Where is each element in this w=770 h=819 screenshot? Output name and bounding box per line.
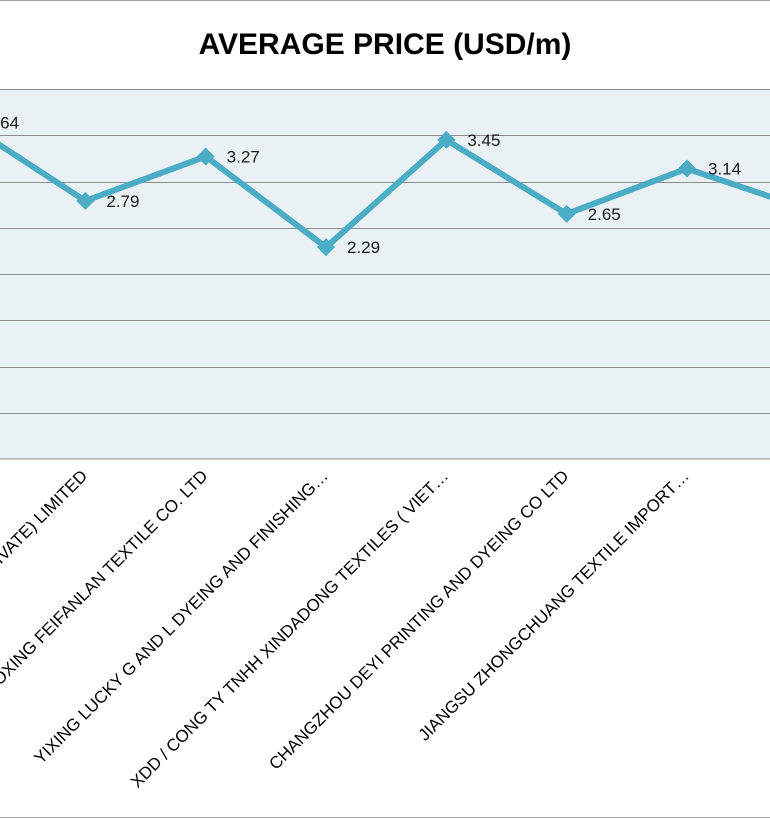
data-label: 3.45 xyxy=(467,131,500,150)
data-point-marker xyxy=(196,147,215,166)
x-tick-label: SHAOXING FEIFANLAN TEXTILE CO. LTD xyxy=(0,466,211,713)
data-labels: 3.64 2.79 3.27 2.29 3.45 2.65 3.14 xyxy=(0,113,741,257)
data-label: 3.14 xyxy=(708,160,741,179)
x-tick-labels: … AND EXPORT……Y ENTERPRISES (PRIVATE) LI… xyxy=(0,466,693,791)
data-label: 3.27 xyxy=(227,148,260,167)
chart-title: AVERAGE PRICE (USD/m) xyxy=(199,28,572,61)
x-tick-label: YIXING LUCKY G AND L DYEING AND FINISHIN… xyxy=(30,466,331,767)
data-label: 2.79 xyxy=(106,192,139,211)
series-group xyxy=(0,130,770,257)
data-label: 2.65 xyxy=(588,205,621,224)
series-line xyxy=(0,136,770,251)
x-tick-label: JIANGSU ZHONGCHUANG TEXTILE IMPORT… xyxy=(415,466,693,744)
data-label: 2.29 xyxy=(347,238,380,257)
data-point-marker xyxy=(437,130,456,149)
data-label: 3.64 xyxy=(0,113,19,132)
gridlines xyxy=(0,89,770,414)
data-point-marker xyxy=(677,159,696,178)
data-point-marker xyxy=(76,191,95,210)
data-point-marker xyxy=(316,238,335,257)
data-point-marker xyxy=(557,204,576,223)
